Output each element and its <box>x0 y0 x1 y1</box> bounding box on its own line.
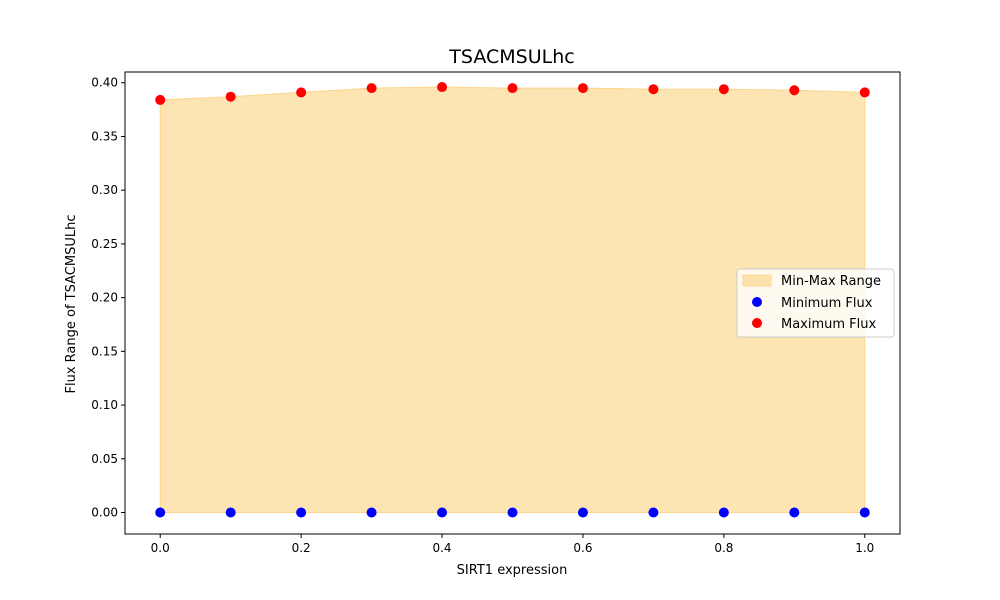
legend-label-range: Min-Max Range <box>781 274 881 289</box>
y-tick-label: 0.10 <box>91 398 118 412</box>
legend: Min-Max Range Minimum Flux Maximum Flux <box>736 268 895 338</box>
x-tick-label: 0.2 <box>292 541 311 555</box>
min-flux-point <box>225 507 236 518</box>
y-tick-label: 0.05 <box>91 452 118 466</box>
min-flux-point <box>296 507 307 518</box>
min-flux-point <box>155 507 166 518</box>
legend-marker-min <box>752 297 762 307</box>
max-flux-point <box>225 91 236 102</box>
y-tick-label: 0.30 <box>91 183 118 197</box>
min-flux-point <box>366 507 377 518</box>
max-flux-point <box>789 85 800 96</box>
min-flux-point <box>507 507 518 518</box>
y-tick-label: 0.15 <box>91 344 118 358</box>
max-flux-point <box>718 84 729 95</box>
min-flux-point <box>789 507 800 518</box>
min-flux-point <box>577 507 588 518</box>
x-tick-label: 0.8 <box>714 541 733 555</box>
points-layer <box>155 82 870 518</box>
min-flux-point <box>859 507 870 518</box>
legend-box <box>736 268 895 338</box>
chart-title: TSACMSULhc <box>448 46 574 68</box>
min-flux-point <box>718 507 729 518</box>
max-flux-point <box>155 94 166 105</box>
y-axis-label: Flux Range of TSACMSULhc <box>64 215 79 394</box>
max-flux-point <box>296 87 307 98</box>
y-tick-label: 0.35 <box>91 129 118 143</box>
x-tick-label: 0.0 <box>151 541 170 555</box>
max-flux-point <box>366 83 377 94</box>
max-flux-point <box>437 82 448 93</box>
min-flux-point <box>648 507 659 518</box>
y-tick-label: 0.25 <box>91 237 118 251</box>
plot-area <box>124 71 901 535</box>
max-flux-point <box>577 83 588 94</box>
legend-marker-max <box>752 318 762 328</box>
x-axis-label: SIRT1 expression <box>457 563 568 578</box>
legend-label-min: Minimum Flux <box>781 296 873 311</box>
legend-swatch-range <box>742 274 772 287</box>
x-tick-label: 0.6 <box>573 541 592 555</box>
max-flux-point <box>859 87 870 98</box>
y-tick-label: 0.20 <box>91 291 118 305</box>
y-axis: 0.00 0.05 0.10 0.15 0.20 0.25 0.30 0.35 0.40 <box>91 76 125 520</box>
x-tick-label: 0.4 <box>432 541 451 555</box>
x-tick-label: 1.0 <box>855 541 874 555</box>
max-flux-point <box>507 83 518 94</box>
y-tick-label: 0.00 <box>91 506 118 520</box>
y-tick-label: 0.40 <box>91 76 118 90</box>
max-flux-point <box>648 84 659 95</box>
plot-frame <box>124 71 901 535</box>
min-flux-point <box>437 507 448 518</box>
legend-label-max: Maximum Flux <box>781 317 877 332</box>
x-axis: 0.0 0.2 0.4 0.6 0.8 1.0 <box>151 534 874 555</box>
